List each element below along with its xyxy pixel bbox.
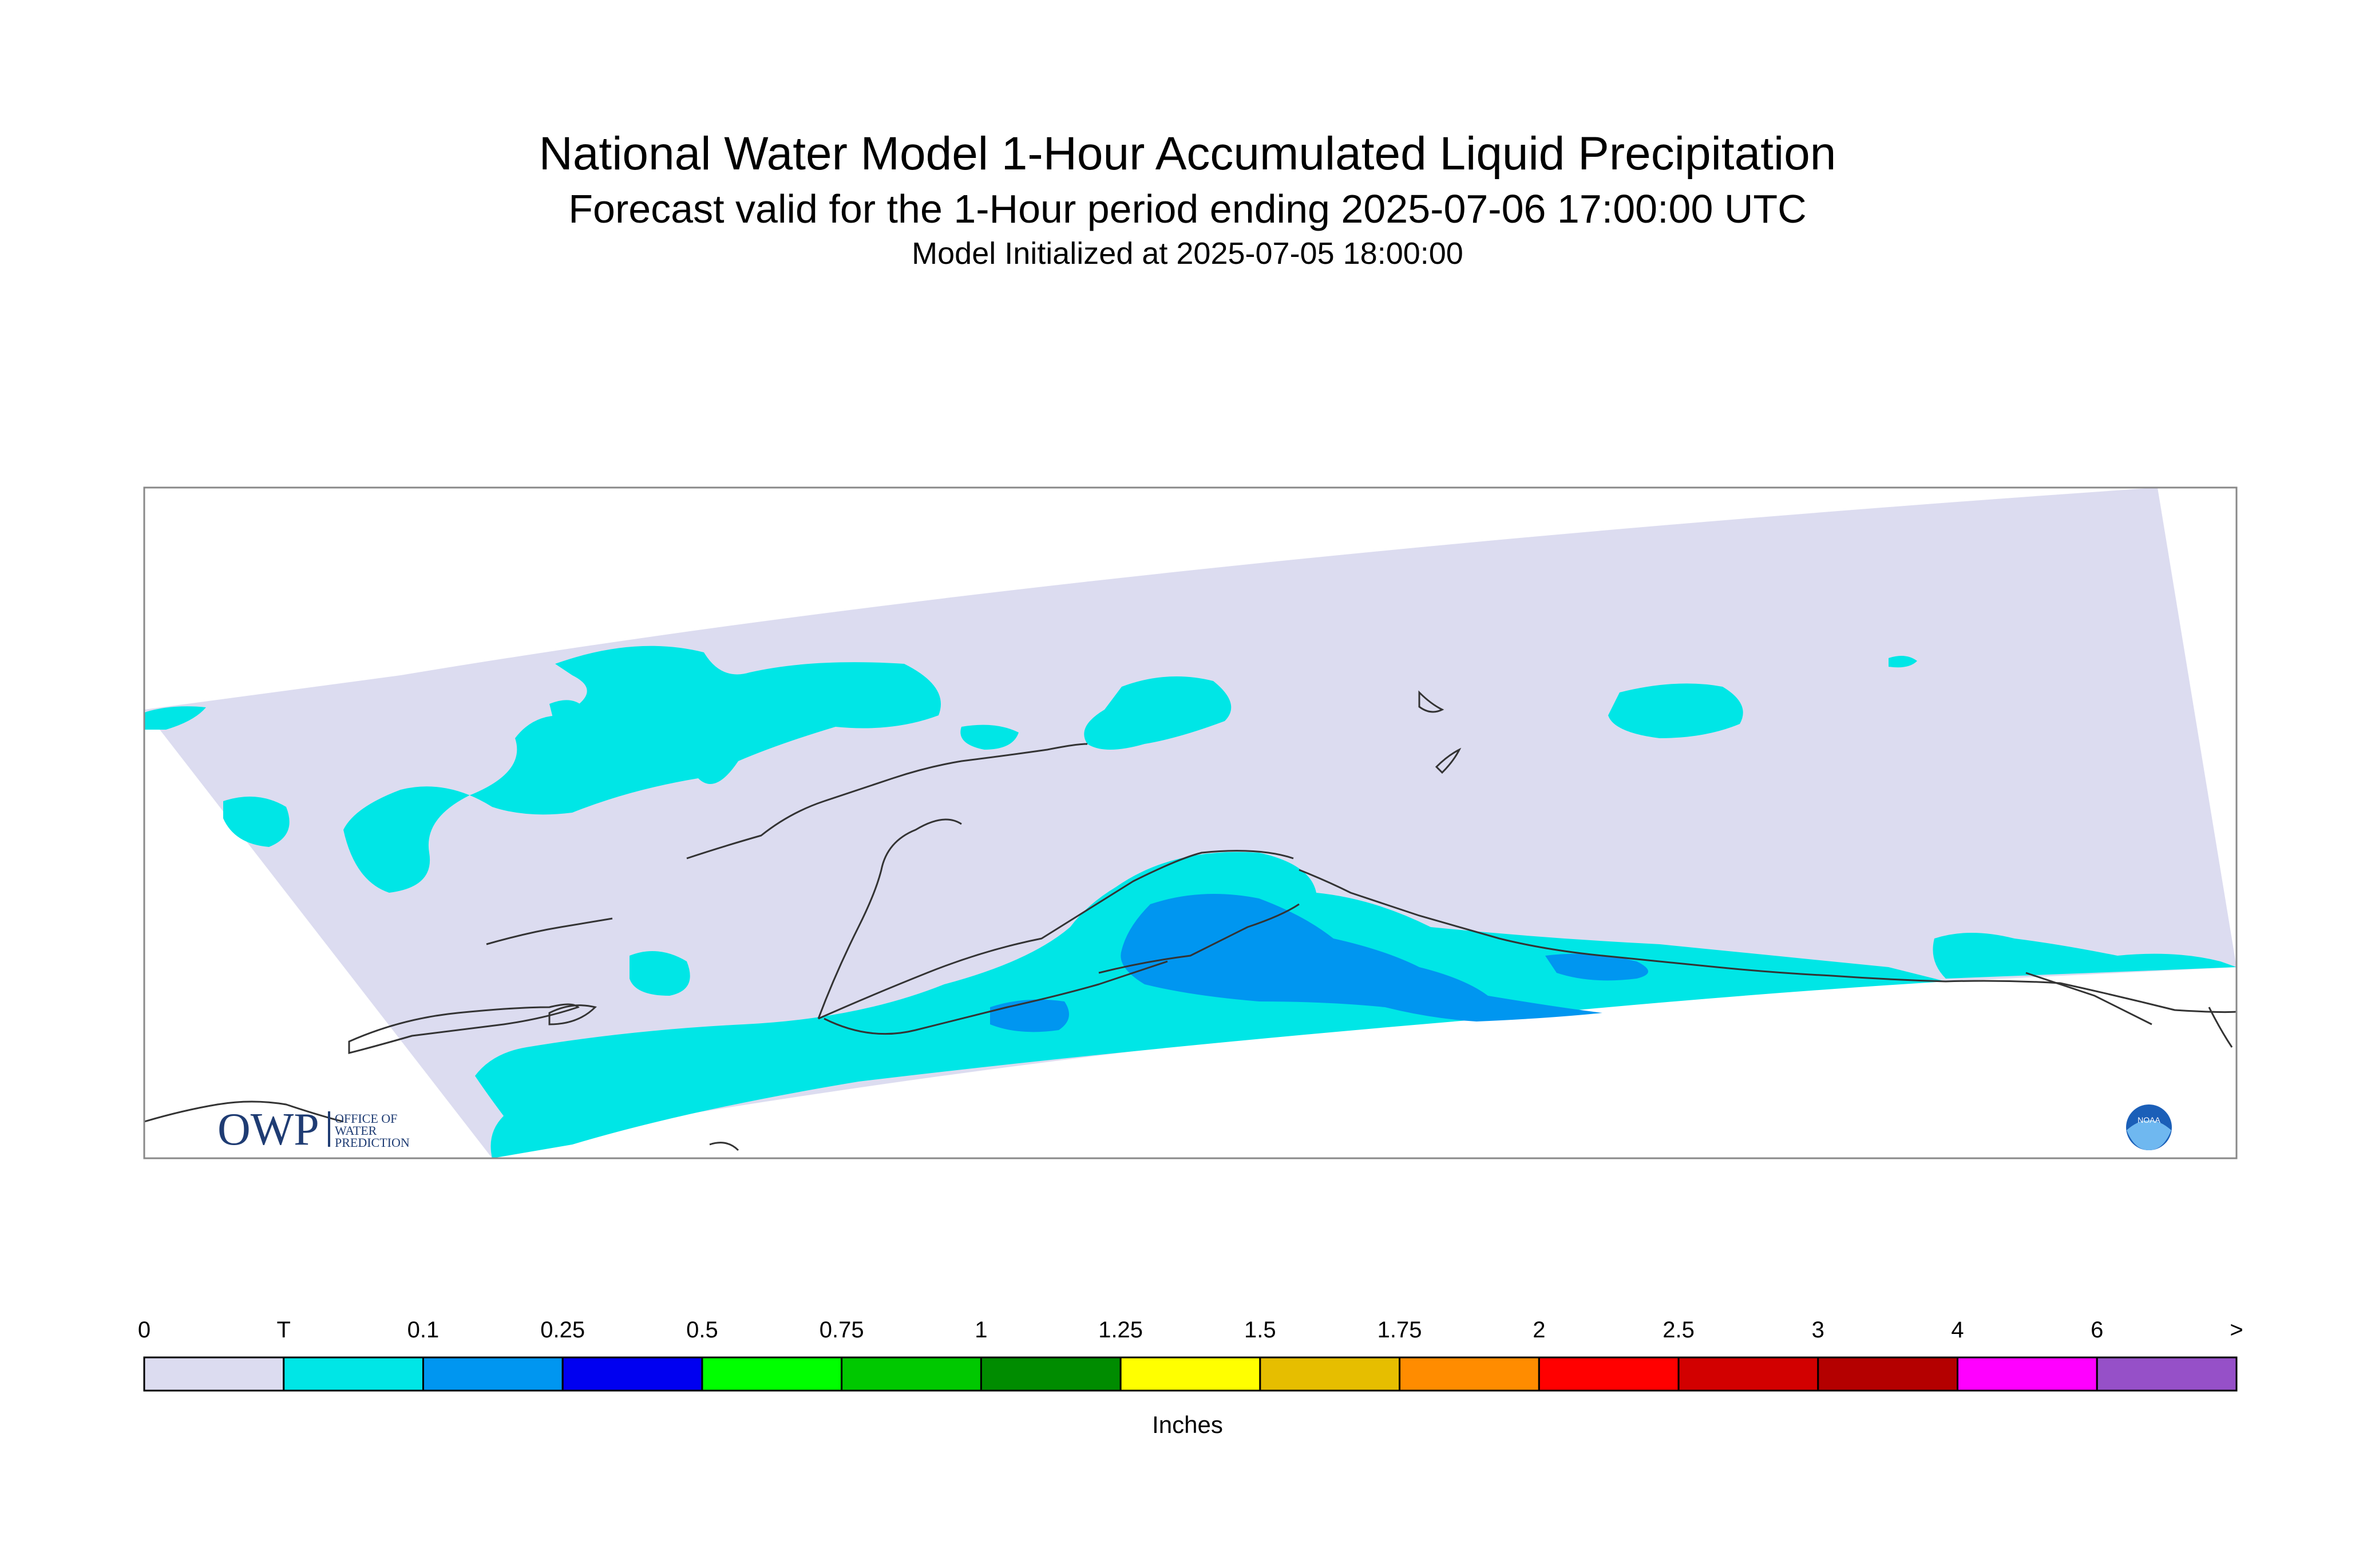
owp-logo-line2: WATER bbox=[335, 1123, 377, 1138]
colorbar-label: 1.25 bbox=[1098, 1317, 1143, 1343]
colorbar-label: 0.25 bbox=[540, 1317, 585, 1343]
colorbar-swatch bbox=[1399, 1356, 1540, 1392]
colorbar-swatch bbox=[1538, 1356, 1680, 1392]
colorbar-swatch bbox=[980, 1356, 1122, 1392]
colorbar-label: 0 bbox=[137, 1317, 151, 1343]
owp-logo-line3: PREDICTION bbox=[335, 1135, 410, 1150]
colorbar bbox=[143, 1356, 2238, 1392]
colorbar-label: 1.75 bbox=[1377, 1317, 1422, 1343]
map-title: National Water Model 1-Hour Accumulated … bbox=[539, 128, 1836, 180]
colorbar-swatch bbox=[701, 1356, 843, 1392]
colorbar-swatch bbox=[1119, 1356, 1261, 1392]
colorbar-swatch bbox=[283, 1356, 424, 1392]
coastlines bbox=[144, 690, 2237, 1151]
colorbar-label: 1.5 bbox=[1244, 1317, 1276, 1343]
colorbar-swatch bbox=[1957, 1356, 2098, 1392]
owp-logo: OWP OFFICE OF WATER PREDICTION bbox=[217, 1104, 410, 1155]
colorbar-swatch bbox=[143, 1356, 285, 1392]
map-subtitle: Forecast valid for the 1-Hour period end… bbox=[568, 187, 1807, 231]
colorbar-label: 6 bbox=[2091, 1317, 2104, 1343]
colorbar-swatch bbox=[841, 1356, 982, 1392]
light-precip-areas bbox=[990, 894, 1648, 1032]
colorbar-label: 2.5 bbox=[1662, 1317, 1695, 1343]
noaa-logo: NOAA bbox=[2126, 1104, 2172, 1150]
model-domain bbox=[144, 488, 2237, 1158]
colorbar-label: 0.75 bbox=[819, 1317, 864, 1343]
colorbar-label: 4 bbox=[1951, 1317, 1964, 1343]
colorbar-label: 0.1 bbox=[407, 1317, 440, 1343]
colorbar-swatch bbox=[422, 1356, 564, 1392]
colorbar-swatch bbox=[1817, 1356, 1959, 1392]
colorbar-units: Inches bbox=[1152, 1411, 1223, 1438]
trace-precip-areas bbox=[144, 646, 2237, 1158]
colorbar-swatch bbox=[2096, 1356, 2238, 1392]
owp-logo-letters: OWP bbox=[217, 1104, 319, 1155]
colorbar-swatch bbox=[1677, 1356, 1819, 1392]
model-init-time: Model Initialized at 2025-07-05 18:00:00 bbox=[912, 236, 1463, 271]
colorbar-label: 3 bbox=[1811, 1317, 1824, 1343]
colorbar-label: T bbox=[276, 1317, 291, 1343]
owp-logo-line1: OFFICE OF bbox=[335, 1111, 397, 1126]
noaa-logo-text: NOAA bbox=[2138, 1115, 2160, 1124]
colorbar-label: 2 bbox=[1533, 1317, 1546, 1343]
colorbar-swatch bbox=[1259, 1356, 1401, 1392]
colorbar-swatch bbox=[561, 1356, 703, 1392]
colorbar-label: 0.5 bbox=[686, 1317, 718, 1343]
colorbar-label: > bbox=[2230, 1317, 2243, 1343]
map-frame bbox=[143, 486, 2238, 1159]
colorbar-label: 1 bbox=[975, 1317, 988, 1343]
